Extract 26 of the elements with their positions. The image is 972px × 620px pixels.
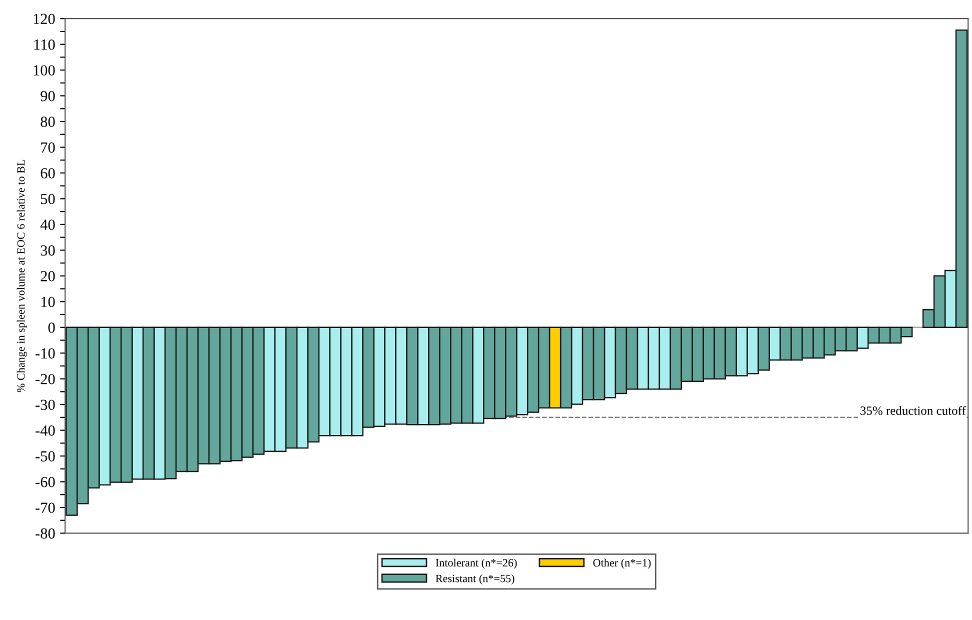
legend-label: Intolerant (n*=26) <box>436 558 517 569</box>
y-tick-label: 50 <box>41 194 55 204</box>
y-tick-label: -80 <box>36 528 55 539</box>
y-tick-label: 60 <box>40 168 55 178</box>
y-tick-label: 30 <box>40 245 55 256</box>
y-tick-label: -70 <box>36 502 55 513</box>
legend-label: Resistant (n*=55) <box>436 574 514 584</box>
y-tick-label: -20 <box>36 374 55 384</box>
y-tick-label: -60 <box>36 476 55 488</box>
y-tick-label: 70 <box>41 142 55 153</box>
ref-line-label: 35% reduction cutoff <box>860 406 966 415</box>
y-tick-label: 90 <box>40 90 55 102</box>
y-tick-label: 100 <box>34 65 55 76</box>
y-tick-label: 10 <box>41 296 55 308</box>
y-tick-label: -30 <box>36 400 55 410</box>
y-tick-label: 0 <box>48 322 55 333</box>
y-tick-label: 80 <box>40 116 55 127</box>
y-tick-label: -10 <box>36 348 55 359</box>
y-axis-title: % Change in spleen volume at EOC 6 relative to BL <box>16 160 27 392</box>
y-tick-label: 120 <box>34 14 55 24</box>
y-tick-label: 110 <box>34 39 55 50</box>
y-tick-label: -40 <box>36 425 55 436</box>
legend-label: Other (n*=1) <box>593 558 651 569</box>
y-tick-label: 40 <box>40 220 55 230</box>
y-tick-label: -50 <box>36 451 55 462</box>
y-tick-label: 20 <box>40 271 55 282</box>
